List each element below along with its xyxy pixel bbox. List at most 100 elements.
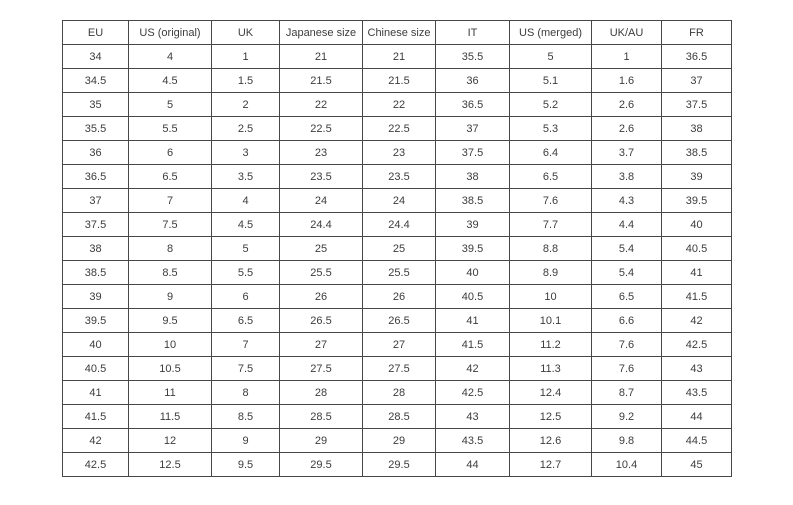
- column-header: Chinese size: [362, 20, 436, 45]
- table-cell: 35.5: [435, 44, 510, 69]
- table-cell: 2.5: [211, 116, 280, 141]
- table-row: 40 10 7 27 27 41.5 11.2 7.6 42.5: [62, 332, 732, 357]
- table-row: 41 11 8 28 28 42.5 12.4 8.7 43.5: [62, 380, 732, 405]
- table-cell: 37: [661, 68, 732, 93]
- table-cell: 11: [128, 380, 212, 405]
- table-cell: 2: [211, 92, 280, 117]
- table-cell: 44.5: [661, 428, 732, 453]
- table-cell: 7.6: [591, 356, 662, 381]
- column-header: UK/AU: [591, 20, 662, 45]
- table-cell: 42: [661, 308, 732, 333]
- table-row: 37 7 4 24 24 38.5 7.6 4.3 39.5: [62, 188, 732, 213]
- table-cell: 8.7: [591, 380, 662, 405]
- table-cell: 39.5: [661, 188, 732, 213]
- table-cell: 43: [661, 356, 732, 381]
- table-cell: 37: [62, 188, 129, 213]
- table-cell: 5: [211, 236, 280, 261]
- table-cell: 8.5: [211, 404, 280, 429]
- table-cell: 5.5: [128, 116, 212, 141]
- table-cell: 7.5: [128, 212, 212, 237]
- table-cell: 44: [435, 452, 510, 477]
- table-cell: 12.7: [509, 452, 592, 477]
- table-cell: 40: [661, 212, 732, 237]
- table-cell: 8.8: [509, 236, 592, 261]
- table-cell: 37.5: [62, 212, 129, 237]
- table-cell: 25.5: [279, 260, 363, 285]
- table-cell: 7: [211, 332, 280, 357]
- table-cell: 37.5: [435, 140, 510, 165]
- table-cell: 37: [435, 116, 510, 141]
- table-cell: 21.5: [279, 68, 363, 93]
- table-cell: 12.4: [509, 380, 592, 405]
- table-cell: 43: [435, 404, 510, 429]
- table-row: 34.5 4.5 1.5 21.5 21.5 36 5.1 1.6 37: [62, 68, 732, 93]
- table-row: 36 6 3 23 23 37.5 6.4 3.7 38.5: [62, 140, 732, 165]
- table-cell: 22: [362, 92, 436, 117]
- table-cell: 36: [62, 140, 129, 165]
- table-cell: 23: [362, 140, 436, 165]
- table-cell: 10.5: [128, 356, 212, 381]
- table-cell: 3: [211, 140, 280, 165]
- column-header: EU: [62, 20, 129, 45]
- header-row: EU US (original) UK Japanese size Chinese si…: [62, 20, 732, 45]
- table-cell: 8: [211, 380, 280, 405]
- table-row: 35.5 5.5 2.5 22.5 22.5 37 5.3 2.6 38: [62, 116, 732, 141]
- table-cell: 28.5: [279, 404, 363, 429]
- table-cell: 7: [128, 188, 212, 213]
- table-cell: 7.6: [591, 332, 662, 357]
- table-cell: 24: [279, 188, 363, 213]
- table-cell: 39.5: [62, 308, 129, 333]
- table-row: 42.5 12.5 9.5 29.5 29.5 44 12.7 10.4 45: [62, 452, 732, 477]
- table-row: 39.5 9.5 6.5 26.5 26.5 41 10.1 6.6 42: [62, 308, 732, 333]
- column-header: US (original): [128, 20, 212, 45]
- table-cell: 29.5: [279, 452, 363, 477]
- table-cell: 6.5: [211, 308, 280, 333]
- table-cell: 26: [279, 284, 363, 309]
- table-cell: 38.5: [62, 260, 129, 285]
- table-cell: 3.8: [591, 164, 662, 189]
- table-cell: 10.4: [591, 452, 662, 477]
- table-cell: 21: [279, 44, 363, 69]
- table-cell: 7.5: [211, 356, 280, 381]
- table-cell: 1: [211, 44, 280, 69]
- table-cell: 38.5: [661, 140, 732, 165]
- table-cell: 43.5: [435, 428, 510, 453]
- table-cell: 9: [128, 284, 212, 309]
- table-cell: 24.4: [279, 212, 363, 237]
- table-row: 38.5 8.5 5.5 25.5 25.5 40 8.9 5.4 41: [62, 260, 732, 285]
- table-cell: 5.4: [591, 260, 662, 285]
- table-cell: 35: [62, 92, 129, 117]
- table-cell: 8: [128, 236, 212, 261]
- table-cell: 43.5: [661, 380, 732, 405]
- table-cell: 36.5: [435, 92, 510, 117]
- table-body: 34 4 1 21 21 35.5 5 1 36.5 34.5 4.5 1.5 21.5 21.5 36 5.…: [62, 44, 732, 477]
- table-cell: 9.5: [128, 308, 212, 333]
- table-cell: 28: [279, 380, 363, 405]
- table-cell: 11.3: [509, 356, 592, 381]
- table-cell: 5: [128, 92, 212, 117]
- table-cell: 6.6: [591, 308, 662, 333]
- table-cell: 28: [362, 380, 436, 405]
- table-cell: 38: [661, 116, 732, 141]
- table-cell: 28.5: [362, 404, 436, 429]
- table-cell: 12: [128, 428, 212, 453]
- table-cell: 6: [128, 140, 212, 165]
- table-cell: 41: [62, 380, 129, 405]
- table-cell: 5.3: [509, 116, 592, 141]
- table-cell: 10: [509, 284, 592, 309]
- table-cell: 9.2: [591, 404, 662, 429]
- table-cell: 42: [62, 428, 129, 453]
- table-cell: 22: [279, 92, 363, 117]
- table-cell: 34: [62, 44, 129, 69]
- table-cell: 23.5: [362, 164, 436, 189]
- table-cell: 1.6: [591, 68, 662, 93]
- table-cell: 41.5: [661, 284, 732, 309]
- table-cell: 27: [279, 332, 363, 357]
- table-cell: 38: [62, 236, 129, 261]
- table-cell: 12.5: [509, 404, 592, 429]
- table-cell: 27.5: [362, 356, 436, 381]
- table-cell: 34.5: [62, 68, 129, 93]
- table-row: 40.5 10.5 7.5 27.5 27.5 42 11.3 7.6 43: [62, 356, 732, 381]
- table-cell: 21: [362, 44, 436, 69]
- column-header: FR: [661, 20, 732, 45]
